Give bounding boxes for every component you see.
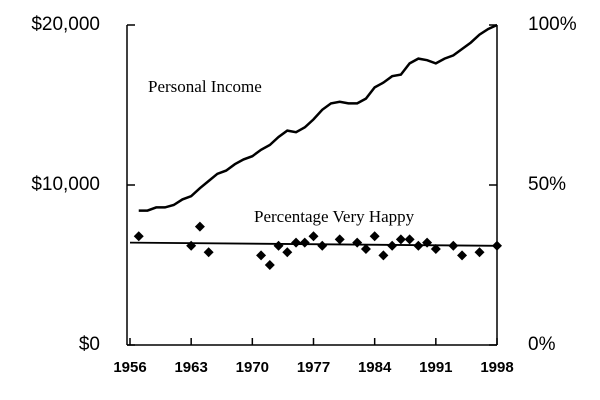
happy-marker xyxy=(422,237,433,248)
x-tick-label: 1970 xyxy=(236,359,269,376)
happy-marker xyxy=(387,240,398,251)
x-tick-label: 1977 xyxy=(297,359,330,376)
happy-marker xyxy=(186,240,197,251)
happy-marker xyxy=(133,231,144,242)
y2-tick-label: 50% xyxy=(528,174,566,195)
income-line xyxy=(138,23,498,212)
x-tick-label: 1984 xyxy=(358,359,392,376)
happy-marker xyxy=(282,247,293,258)
happy-marker xyxy=(334,234,345,245)
y2-tick-label: 100% xyxy=(528,14,577,35)
x-tick-label: 1991 xyxy=(419,359,452,376)
happy-marker xyxy=(194,221,205,232)
happy-marker xyxy=(264,260,275,270)
happy-marker xyxy=(360,244,371,254)
happy-marker xyxy=(413,240,424,251)
happy-marker xyxy=(430,244,441,254)
x-tick-label: 1963 xyxy=(174,359,207,376)
y-tick-label: $10,000 xyxy=(31,174,100,195)
happy-marker xyxy=(299,237,310,248)
happy-marker xyxy=(474,247,485,258)
happy-marker xyxy=(308,231,319,242)
happy-marker xyxy=(256,250,267,261)
happy-marker xyxy=(395,234,406,245)
happy-marker xyxy=(352,237,363,248)
series-label: Percentage Very Happy xyxy=(254,207,415,226)
happy-marker xyxy=(317,240,328,251)
happy-marker xyxy=(457,250,468,261)
happy-marker xyxy=(369,231,380,242)
happy-marker xyxy=(492,240,502,251)
series-label: Personal Income xyxy=(148,77,262,96)
happy-marker xyxy=(404,234,415,245)
happy-marker xyxy=(448,240,459,251)
y-tick-label: $20,000 xyxy=(31,14,100,35)
y2-tick-label: 0% xyxy=(528,334,556,355)
y-tick-label: $0 xyxy=(79,334,100,355)
happy-marker xyxy=(291,237,302,248)
happy-marker xyxy=(203,247,214,258)
x-tick-label: 1998 xyxy=(480,359,513,376)
happy-marker xyxy=(273,240,284,251)
x-tick-label: 1956 xyxy=(113,359,146,376)
happy-marker xyxy=(378,250,389,261)
trend-line xyxy=(129,241,498,247)
